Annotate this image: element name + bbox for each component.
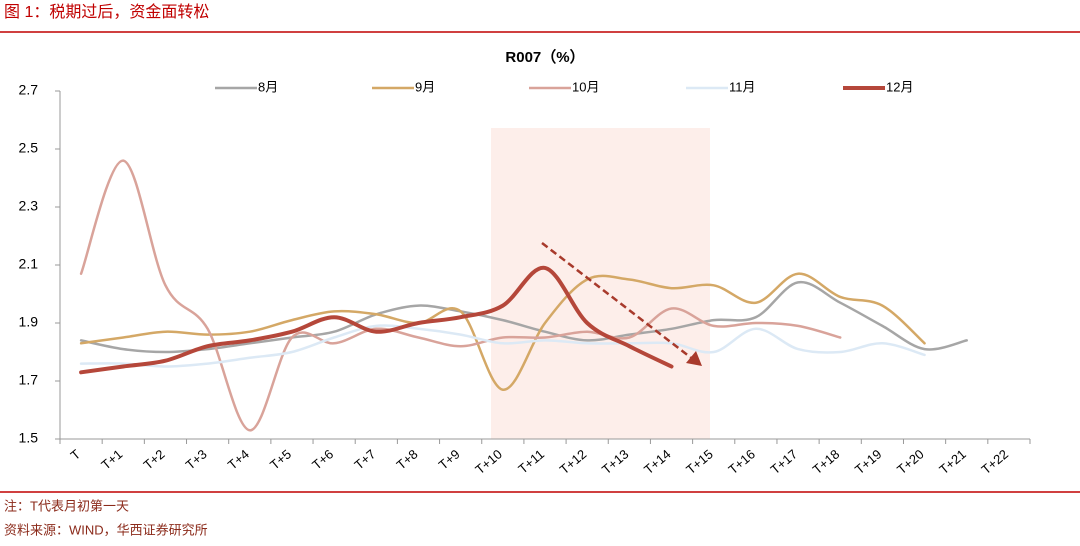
x-tick-label: T+14 <box>641 446 674 477</box>
x-tick-label: T+8 <box>394 446 421 472</box>
y-tick-label: 1.9 <box>19 314 39 330</box>
x-tick-label: T+11 <box>515 446 547 476</box>
legend-label: 8月 <box>258 79 278 94</box>
y-tick-label: 2.1 <box>19 256 39 272</box>
x-tick-label: T <box>67 446 83 463</box>
x-tick-label: T+12 <box>557 446 590 477</box>
x-tick-label: T+15 <box>683 446 716 477</box>
y-tick-label: 1.5 <box>19 430 39 446</box>
legend-label: 9月 <box>415 79 435 94</box>
x-tick-label: T+7 <box>351 446 378 472</box>
series-line <box>79 272 926 391</box>
figure-title: 图 1：税期过后，资金面转松 <box>4 3 209 21</box>
source: 资料来源：WIND，华西证券研究所 <box>4 522 208 537</box>
note: 注：T代表月初第一天 <box>4 498 129 513</box>
x-tick-label: T+4 <box>225 446 252 472</box>
x-tick-label: T+18 <box>810 446 843 477</box>
chart-title: R007（%） <box>505 48 584 66</box>
arrow-head <box>686 351 702 366</box>
highlight-region <box>491 128 710 439</box>
x-tick-label: T+5 <box>267 446 294 472</box>
x-tick-label: T+2 <box>140 446 167 472</box>
series-line <box>79 324 926 368</box>
x-tick-label: T+17 <box>768 446 801 477</box>
x-tick-label: T+6 <box>309 446 336 472</box>
y-tick-label: 1.7 <box>19 372 39 388</box>
x-tick-label: T+3 <box>183 446 210 472</box>
series-line <box>79 265 674 375</box>
x-tick-label: T+9 <box>436 446 463 472</box>
y-tick-label: 2.5 <box>19 140 39 156</box>
series-line <box>79 159 842 432</box>
series-line <box>79 281 968 354</box>
legend-label: 12月 <box>886 79 913 94</box>
legend-label: 10月 <box>572 79 599 94</box>
x-tick-label: T+21 <box>936 446 969 477</box>
legend-label: 11月 <box>729 79 756 94</box>
x-tick-label: T+20 <box>894 446 927 477</box>
x-tick-label: T+13 <box>599 446 632 477</box>
y-tick-label: 2.7 <box>19 82 39 98</box>
x-tick-label: T+1 <box>98 446 125 472</box>
y-tick-label: 2.3 <box>19 198 39 214</box>
x-tick-label: T+16 <box>725 446 758 477</box>
trend-arrow <box>541 242 695 361</box>
x-tick-label: T+19 <box>852 446 885 477</box>
x-tick-label: T+10 <box>472 446 505 477</box>
x-tick-label: T+22 <box>978 446 1011 477</box>
